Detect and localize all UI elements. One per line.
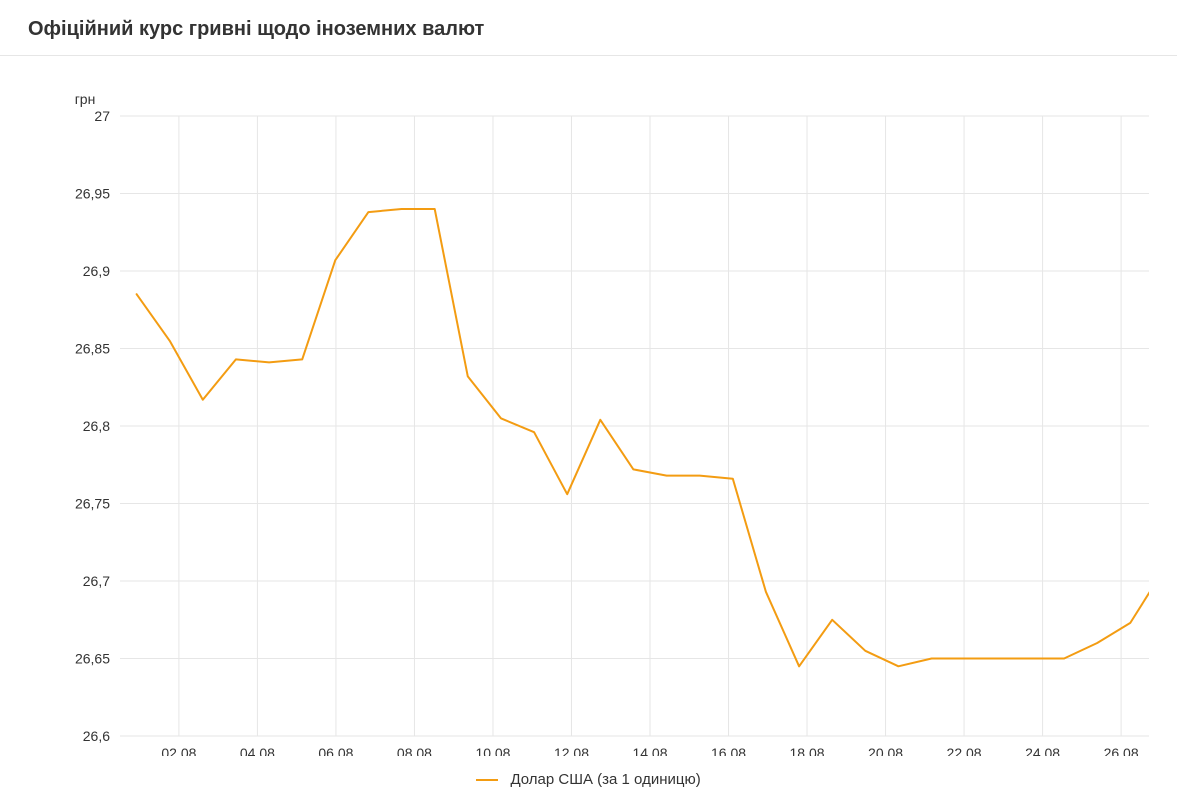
x-tick-label: 02.08 [161,745,196,756]
chart-legend: Долар США (за 1 одиницю) [28,761,1149,788]
series-line-usd [137,209,1149,666]
y-tick-label: 26,95 [75,186,110,202]
x-tick-label: 04.08 [240,745,275,756]
legend-color-swatch [476,779,498,781]
line-chart: грн 26,6 26,65 26,7 26,75 26,8 26,85 26,9 26,95 2… [28,76,1149,756]
x-tick-label: 08.08 [397,745,432,756]
y-tick-label: 26,75 [75,496,110,512]
x-tick-label: 10.08 [475,745,510,756]
x-tick-label: 12.08 [554,745,589,756]
x-tick-label: 16.08 [711,745,746,756]
x-tick-label: 24.08 [1025,745,1060,756]
y-tick-label: 26,65 [75,651,110,667]
x-tick-label: 06.08 [318,745,353,756]
x-tick-label: 22.08 [947,745,982,756]
y-tick-label: 26,6 [83,728,110,744]
y-tick-label: 26,85 [75,341,110,357]
legend-label: Долар США (за 1 одиницю) [510,771,700,788]
x-tick-label: 20.08 [868,745,903,756]
y-tick-label: 26,7 [83,573,110,589]
y-tick-label: 26,8 [83,418,110,434]
x-tick-label: 26.08 [1104,745,1139,756]
y-tick-label: 26,9 [83,263,110,279]
x-tick-label: 14.08 [632,745,667,756]
chart-container: грн 26,6 26,65 26,7 26,75 26,8 26,85 26,9 26,95 2… [0,56,1177,788]
y-tick-label: 27 [94,108,110,124]
y-axis-label: грн [75,91,96,107]
page: Офіційний курс гривні щодо іноземних вал… [0,0,1177,807]
page-title: Офіційний курс гривні щодо іноземних вал… [0,0,1177,55]
x-tick-label: 18.08 [790,745,825,756]
